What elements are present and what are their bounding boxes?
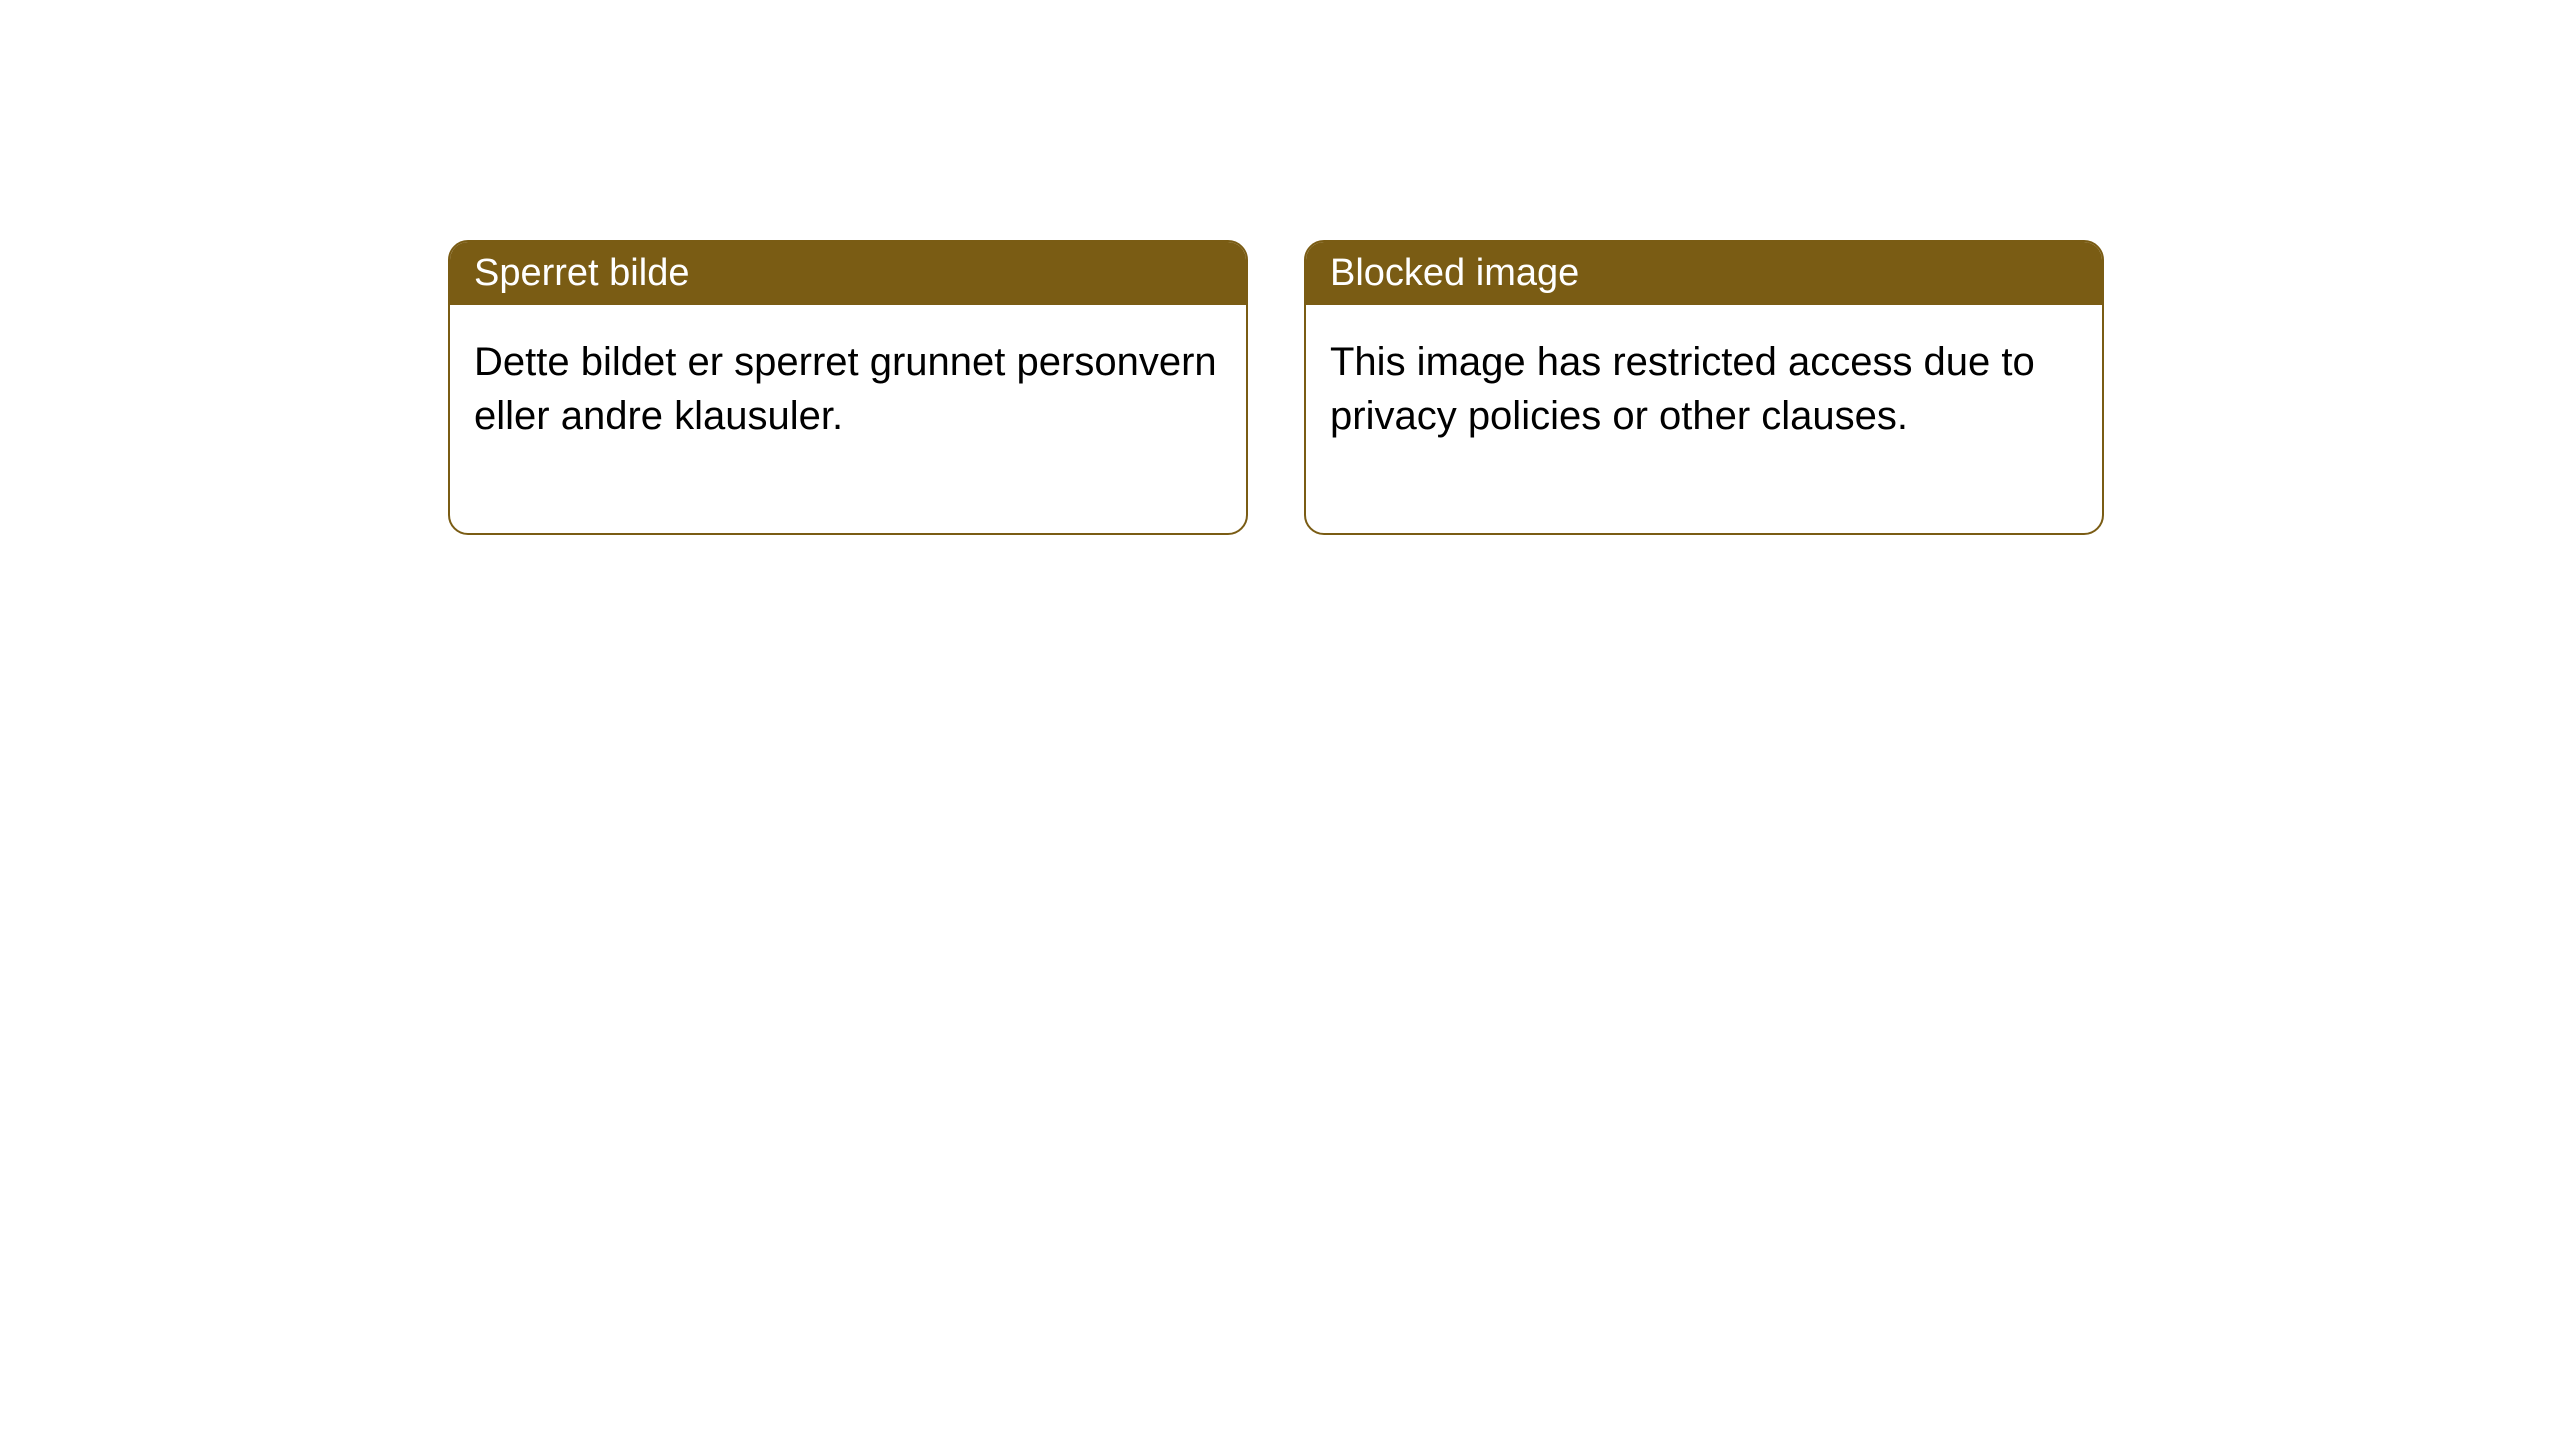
panel-header-norwegian: Sperret bilde <box>450 242 1246 305</box>
panel-title-english: Blocked image <box>1330 252 1579 294</box>
panels-container: Sperret bilde Dette bildet er sperret gr… <box>448 240 2104 535</box>
panel-body-norwegian: Dette bildet er sperret grunnet personve… <box>450 305 1246 533</box>
panel-header-english: Blocked image <box>1306 242 2102 305</box>
panel-body-text-norwegian: Dette bildet er sperret grunnet personve… <box>474 340 1217 438</box>
panel-norwegian: Sperret bilde Dette bildet er sperret gr… <box>448 240 1248 535</box>
panel-body-text-english: This image has restricted access due to … <box>1330 340 2035 438</box>
panel-body-english: This image has restricted access due to … <box>1306 305 2102 533</box>
panel-title-norwegian: Sperret bilde <box>474 252 689 294</box>
panel-english: Blocked image This image has restricted … <box>1304 240 2104 535</box>
